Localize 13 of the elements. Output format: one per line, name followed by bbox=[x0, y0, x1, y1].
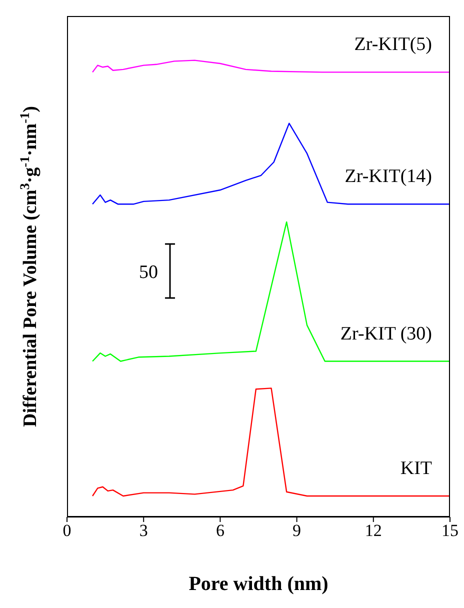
x-tick-label: 15 bbox=[442, 521, 458, 540]
x-tick-label: 0 bbox=[62, 521, 72, 540]
x-tick-label: 9 bbox=[292, 521, 302, 540]
series-label: Zr-KIT(5) bbox=[354, 34, 432, 56]
x-tick-label: 6 bbox=[216, 521, 224, 540]
x-axis-title: Pore width (nm) bbox=[188, 573, 328, 595]
series-label: Zr-KIT (30) bbox=[340, 323, 432, 344]
x-tick-label: 12 bbox=[364, 521, 382, 540]
series-label: KIT bbox=[400, 458, 432, 479]
annotation: 50 bbox=[139, 262, 158, 283]
series-label: Zr-KIT(14) bbox=[344, 166, 432, 188]
scale-bar: 50 bbox=[139, 243, 175, 299]
x-tick-label: 3 bbox=[139, 521, 148, 540]
